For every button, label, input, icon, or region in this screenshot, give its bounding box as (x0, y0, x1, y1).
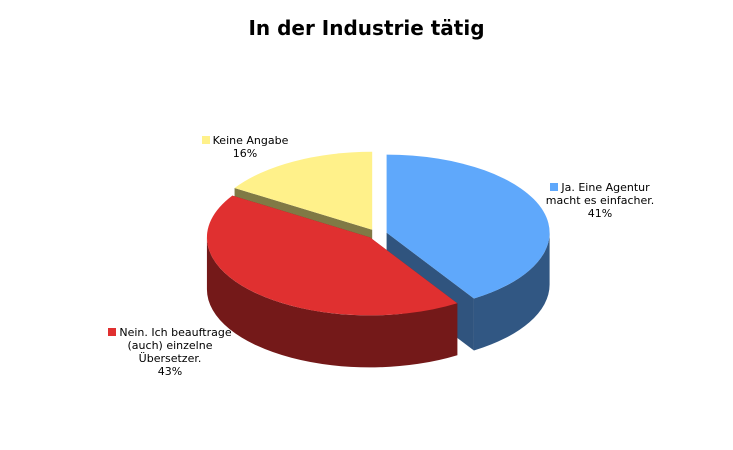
category-label: Nein. Ich beauftrage (auch) einzelne Übe… (119, 326, 232, 365)
slice-top (234, 151, 373, 230)
value-label: 43% (157, 365, 183, 378)
slice-top (206, 195, 458, 316)
slice-wall (206, 237, 458, 368)
slice-label: Keine Angabe 16% (190, 134, 300, 160)
chart-title: In der Industrie tätig (248, 16, 485, 40)
category-label: Ja. Eine Agentur macht es einfacher. (545, 181, 655, 207)
legend-swatch (201, 136, 210, 144)
slice-label: Nein. Ich beauftrage (auch) einzelne Übe… (108, 326, 232, 378)
pie-slice (206, 195, 458, 368)
legend-swatch (550, 183, 559, 191)
legend-swatch (108, 328, 117, 336)
slice-top (386, 154, 550, 299)
slice-wall (473, 232, 550, 351)
value-label: 41% (587, 207, 613, 220)
value-label: 16% (232, 147, 258, 160)
slice-label: Ja. Eine Agentur macht es einfacher. 41% (538, 181, 662, 220)
category-label: Keine Angabe (212, 134, 289, 147)
